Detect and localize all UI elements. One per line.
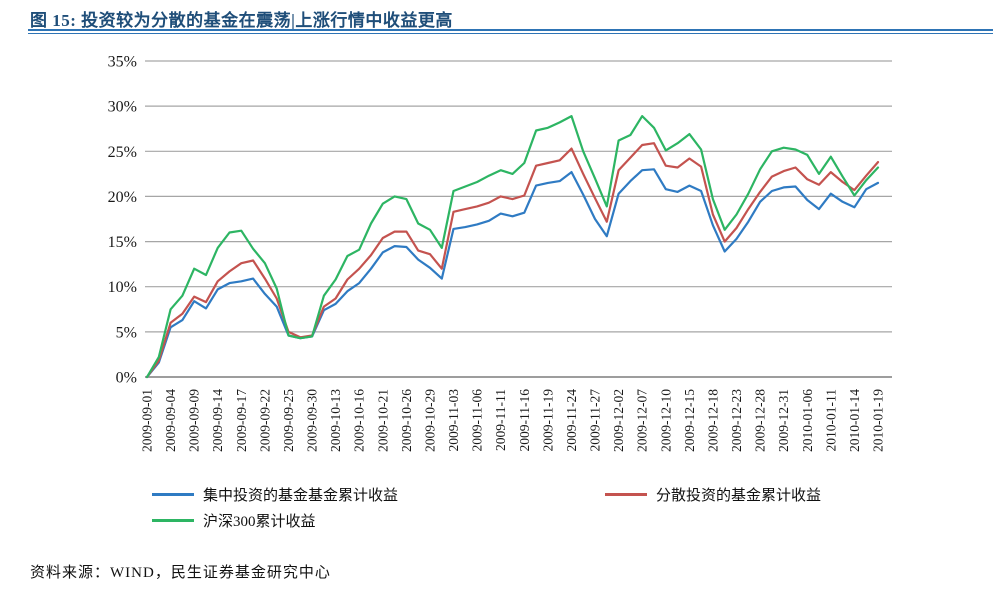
title-rule	[28, 29, 993, 34]
x-axis-tick-label: 2009-12-02	[611, 389, 626, 452]
series-line-1	[145, 142, 880, 379]
y-axis-tick-label: 30%	[108, 99, 137, 116]
x-axis-tick-label: 2009-09-14	[210, 389, 225, 452]
x-axis-tick-label: 2009-12-15	[682, 389, 697, 452]
x-axis-tick-label: 2009-11-06	[470, 389, 485, 452]
x-axis-tick-label: 2009-11-24	[564, 389, 579, 452]
x-axis-tick-label: 2009-10-16	[352, 389, 367, 452]
y-axis-tick-label: 20%	[108, 189, 137, 206]
x-axis-tick-label: 2009-12-10	[658, 389, 673, 452]
x-axis-tick-label: 2010-01-11	[823, 389, 838, 452]
x-axis-tick-label: 2009-09-01	[140, 389, 155, 452]
x-axis-tick-label: 2009-09-25	[281, 389, 296, 452]
source-note: 资料来源：WIND，民生证券基金研究中心	[30, 565, 331, 581]
y-axis-tick-label: 35%	[108, 54, 137, 71]
x-axis-tick-label: 2009-10-29	[423, 389, 438, 452]
series-line-2	[145, 114, 880, 379]
line-chart: 0% 5% 10% 15% 20% 25% 30% 35% 2009-09-01 2009-09-…	[108, 54, 892, 452]
x-axis-tick-label: 2010-01-19	[871, 389, 886, 452]
x-axis-tick-label: 2009-10-21	[375, 389, 390, 452]
legend-item-csi300: 沪深300累计收益	[152, 510, 316, 531]
legend-line-swatch-blue	[152, 493, 194, 496]
x-axis-tick-label: 2009-12-28	[753, 389, 768, 452]
x-axis-tick-label: 2009-12-31	[776, 389, 791, 452]
legend-line-swatch-red	[605, 493, 647, 496]
y-axis-tick-label: 5%	[116, 324, 137, 341]
y-axis-tick-label: 0%	[116, 370, 137, 387]
x-axis-tick-label: 2009-09-09	[187, 389, 202, 452]
x-axis-tick-label: 2009-12-18	[705, 389, 720, 452]
series-line-0	[145, 168, 880, 379]
legend-label: 分散投资的基金累计收益	[656, 488, 822, 504]
legend-label: 沪深300累计收益	[203, 514, 316, 530]
x-axis-tick-label: 2009-09-22	[257, 389, 272, 452]
x-axis-tick-label: 2009-11-11	[493, 389, 508, 451]
x-axis-tick-label: 2009-10-26	[399, 389, 414, 452]
legend-line-swatch-green	[152, 519, 194, 522]
x-axis-tick-label: 2009-09-04	[163, 389, 178, 452]
legend-item-diversified: 分散投资的基金累计收益	[605, 484, 821, 505]
y-axis-tick-label: 15%	[108, 234, 137, 251]
x-axis-tick-label: 2009-11-19	[540, 389, 555, 452]
x-axis-tick-label: 2010-01-06	[800, 389, 815, 452]
y-axis-tick-label: 10%	[108, 279, 137, 296]
legend-item-concentrated: 集中投资的基金基金累计收益	[152, 484, 398, 505]
figure-title: 图 15: 投资较为分散的基金在震荡|上涨行情中收益更高	[30, 11, 453, 30]
x-axis-tick-label: 2009-12-23	[729, 389, 744, 452]
y-axis-tick-label: 25%	[108, 144, 137, 161]
x-axis-tick-label: 2010-01-14	[847, 389, 862, 452]
x-axis-tick-label: 2009-11-27	[588, 389, 603, 452]
x-axis-tick-label: 2009-09-30	[305, 389, 320, 452]
legend-label: 集中投资的基金基金累计收益	[203, 488, 399, 504]
x-axis-tick-label: 2009-10-13	[328, 389, 343, 452]
x-axis-tick-label: 2009-12-07	[635, 389, 650, 452]
x-axis-tick-label: 2009-11-16	[517, 389, 532, 452]
x-axis-tick-label: 2009-11-03	[446, 389, 461, 452]
x-axis-tick-label: 2009-09-17	[234, 389, 249, 452]
